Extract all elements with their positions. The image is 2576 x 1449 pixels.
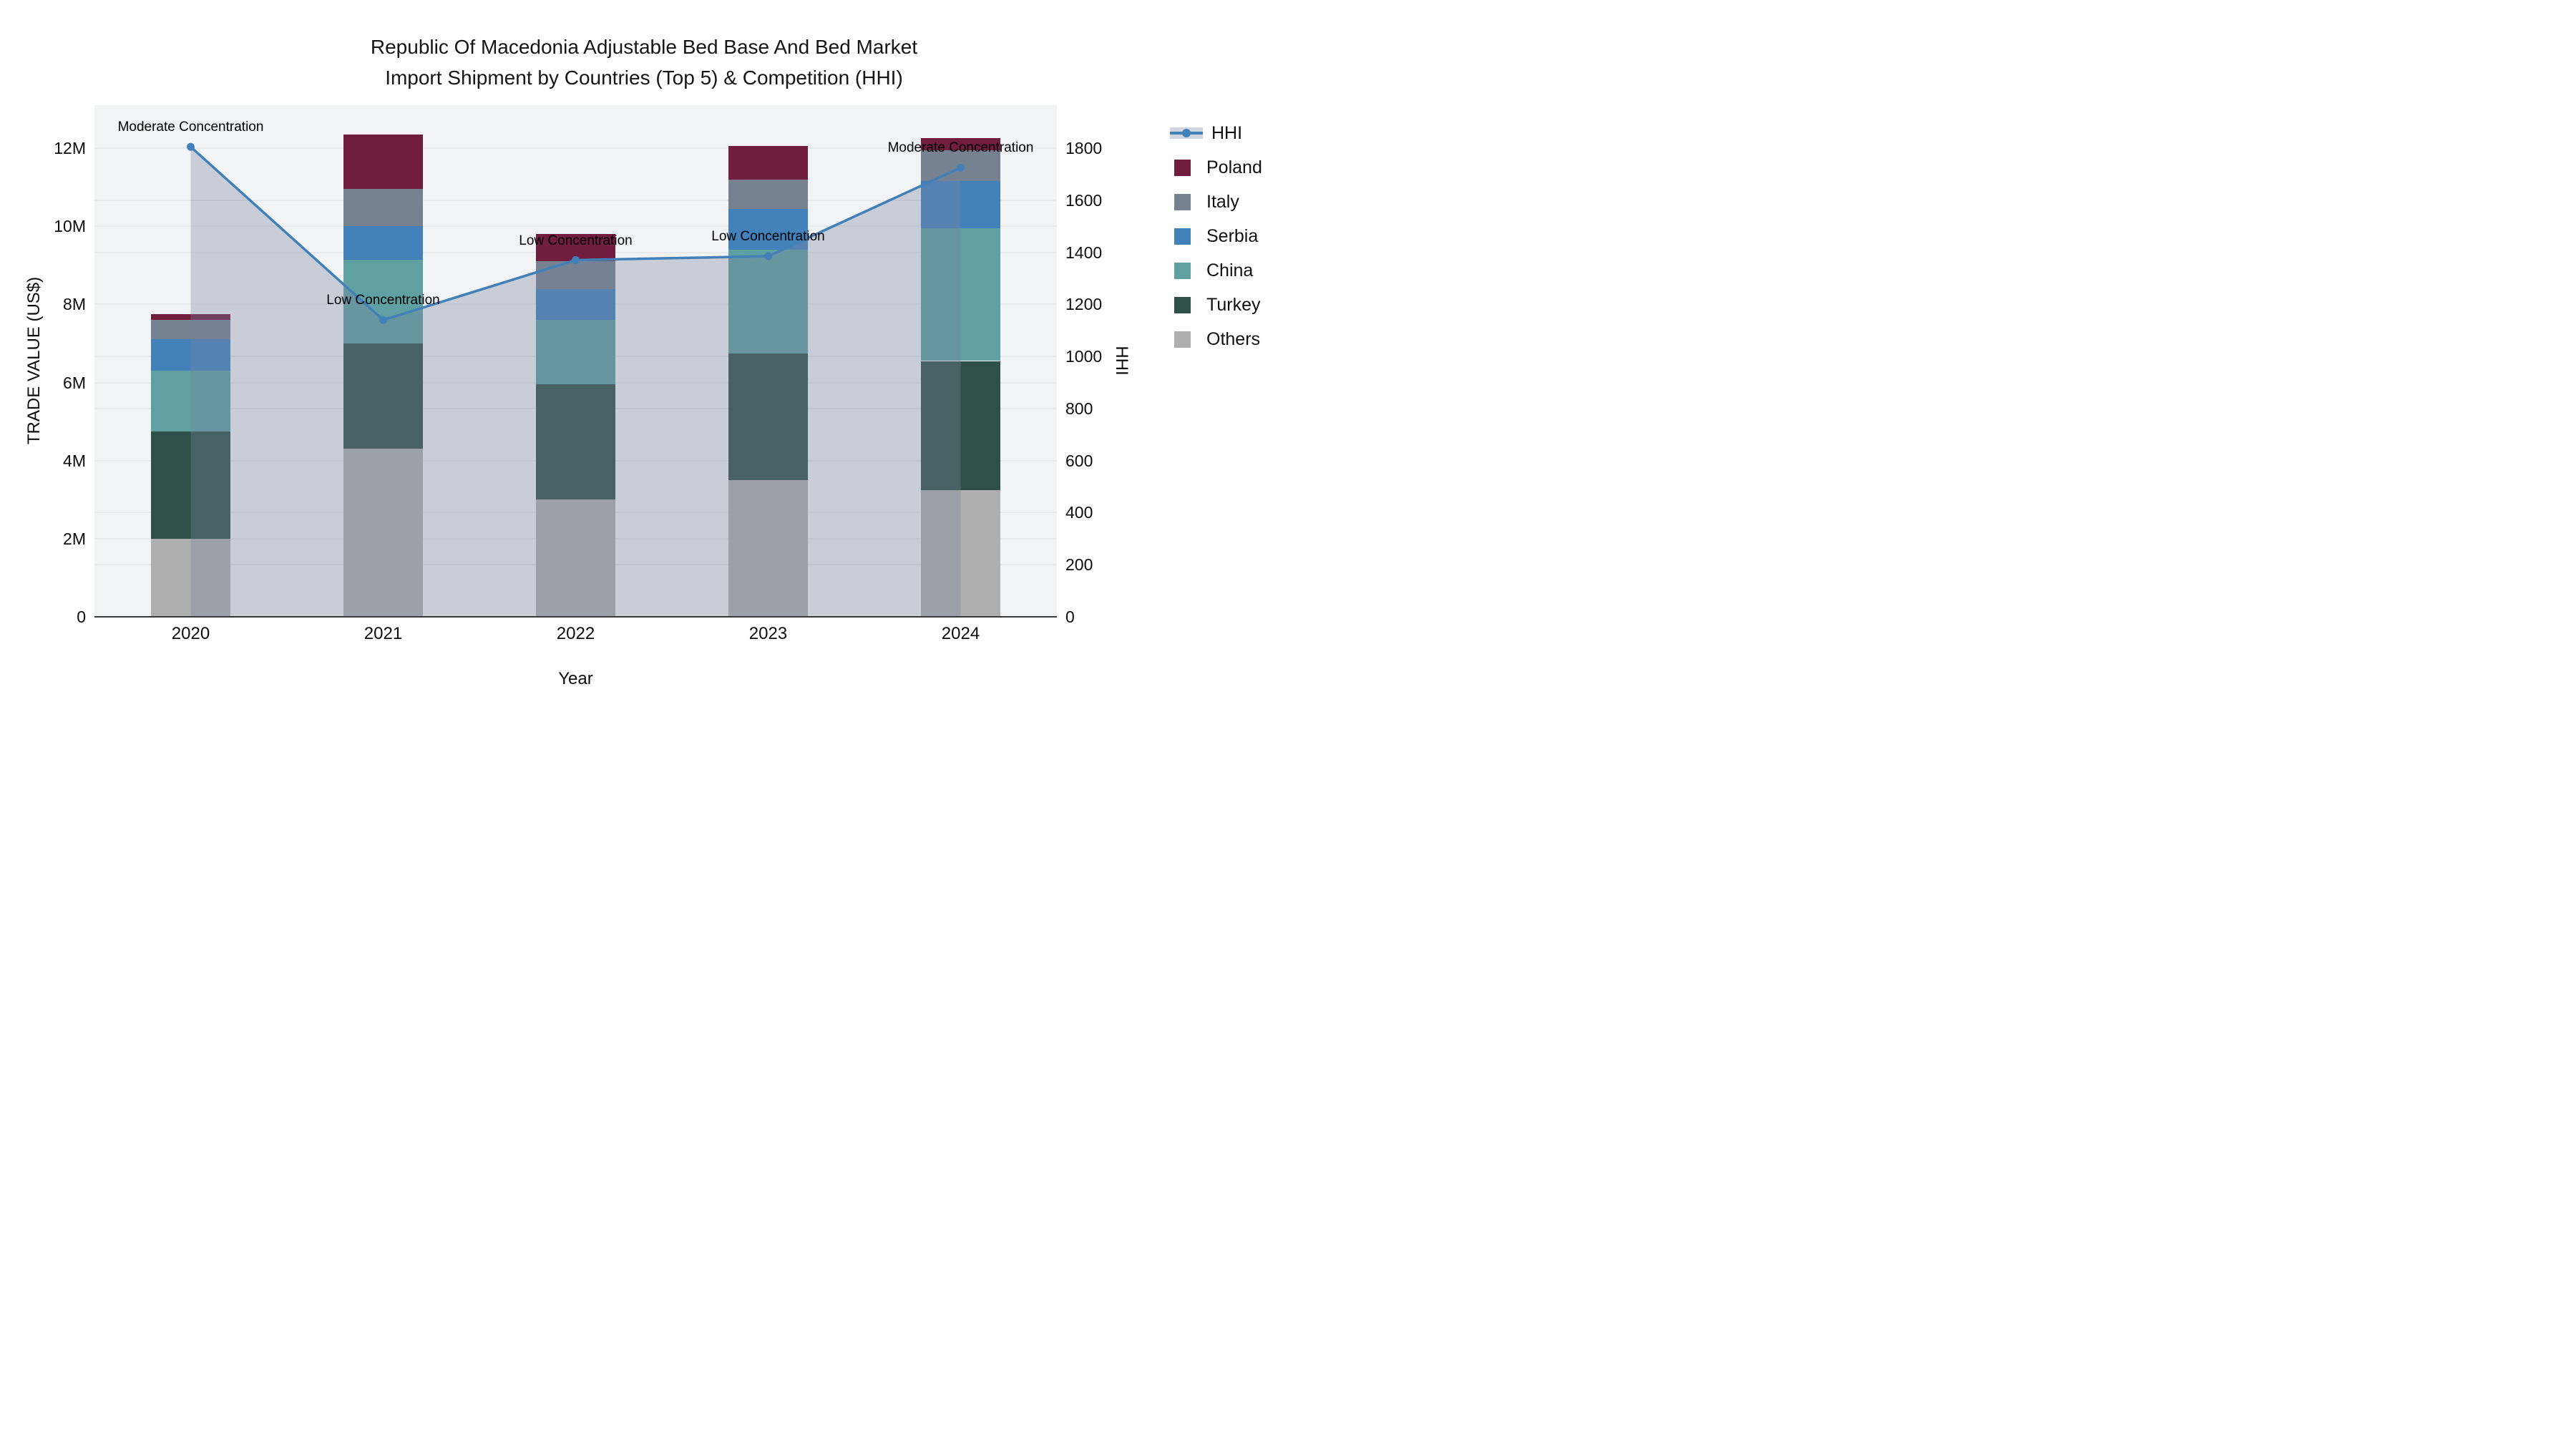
bar-segment-italy-2021 xyxy=(343,189,423,227)
y-tick-right-1200: 1200 xyxy=(1065,295,1103,314)
legend-item-italy[interactable]: Italy xyxy=(1174,185,1262,219)
bar-segment-italy-2023 xyxy=(728,179,808,209)
chart-title-line2: Import Shipment by Countries (Top 5) & C… xyxy=(385,67,903,89)
hhi-marker-2024 xyxy=(957,163,965,172)
y-tick-left-6M: 6M xyxy=(63,373,86,392)
legend-label-hhi: HHI xyxy=(1211,122,1243,143)
bar-segment-others-2023 xyxy=(728,479,808,617)
y-tick-right-600: 600 xyxy=(1065,451,1093,470)
hhi-marker-2023 xyxy=(764,252,772,260)
legend-label-serbia: Serbia xyxy=(1206,225,1259,246)
y-tick-right-800: 800 xyxy=(1065,399,1093,418)
hhi-annotation-2021: Low Concentration xyxy=(326,293,440,308)
gridline xyxy=(94,225,1057,227)
y-tick-right-1800: 1800 xyxy=(1065,139,1103,158)
x-tick-2021: 2021 xyxy=(364,624,403,643)
hhi-annotation-2024: Moderate Concentration xyxy=(887,140,1034,156)
y-tick-left-2M: 2M xyxy=(63,529,86,548)
legend-swatch-others xyxy=(1174,331,1191,348)
bar-segment-italy-2020 xyxy=(151,320,230,340)
legend: HHI Poland Italy Serbia China Turkey Others xyxy=(1170,116,1262,356)
x-tick-2020: 2020 xyxy=(171,624,210,643)
y-tick-right-200: 200 xyxy=(1065,555,1093,575)
hhi-area-fill xyxy=(190,147,961,618)
bar-segment-turkey-2022 xyxy=(536,384,615,500)
y-tick-left-10M: 10M xyxy=(54,217,86,236)
bar-segment-others-2024 xyxy=(921,489,1000,617)
bar-segment-serbia-2024 xyxy=(921,181,1000,228)
chart-figure: Republic Of Macedonia Adjustable Bed Bas… xyxy=(0,0,1288,724)
bar-segment-turkey-2024 xyxy=(921,361,1000,490)
gridline xyxy=(94,147,1057,149)
bar-segment-turkey-2020 xyxy=(151,431,230,539)
y-tick-left-4M: 4M xyxy=(63,451,86,470)
bar-segment-china-2024 xyxy=(921,228,1000,361)
legend-swatch-turkey xyxy=(1174,296,1191,313)
y-tick-right-400: 400 xyxy=(1065,503,1093,522)
legend-label-others: Others xyxy=(1206,328,1261,349)
x-tick-2022: 2022 xyxy=(556,624,595,643)
bar-segment-serbia-2022 xyxy=(536,288,615,321)
hhi-marker-2022 xyxy=(572,256,580,265)
y-tick-left-12M: 12M xyxy=(54,139,86,158)
y-tick-right-1000: 1000 xyxy=(1065,347,1103,366)
bar-segment-italy-2022 xyxy=(536,261,615,289)
legend-item-poland[interactable]: Poland xyxy=(1174,150,1262,185)
legend-swatch-china xyxy=(1174,262,1191,279)
bar-segment-poland-2020 xyxy=(151,314,230,321)
legend-swatch-poland xyxy=(1174,159,1191,176)
x-tick-2024: 2024 xyxy=(941,624,980,643)
bar-segment-others-2020 xyxy=(151,538,230,617)
bar-segment-china-2020 xyxy=(151,371,230,431)
bar-segment-china-2022 xyxy=(536,320,615,385)
bar-segment-others-2021 xyxy=(343,449,423,617)
hhi-marker-swatch xyxy=(1182,129,1191,137)
x-axis-title: Year xyxy=(558,669,593,688)
y-tick-left-8M: 8M xyxy=(63,295,86,314)
hhi-marker-2020 xyxy=(187,142,195,151)
bar-segment-china-2021 xyxy=(343,259,423,343)
chart-title-line1: Republic Of Macedonia Adjustable Bed Bas… xyxy=(370,36,918,58)
legend-label-poland: Poland xyxy=(1206,157,1262,177)
y-tick-right-1600: 1600 xyxy=(1065,190,1103,210)
bar-segment-serbia-2021 xyxy=(343,226,423,260)
hhi-line-layer xyxy=(187,142,965,618)
legend-swatch-serbia xyxy=(1174,228,1191,245)
bar-segment-poland-2021 xyxy=(343,134,423,190)
plot-area: Moderate Concentration Low Concentration L… xyxy=(94,105,1057,618)
legend-swatch-italy xyxy=(1174,193,1191,210)
bar-segment-turkey-2023 xyxy=(728,353,808,480)
bar-segment-others-2022 xyxy=(536,499,615,617)
y-tick-right-1400: 1400 xyxy=(1065,243,1103,262)
chart-title: Republic Of Macedonia Adjustable Bed Bas… xyxy=(0,31,1288,93)
legend-label-china: China xyxy=(1206,260,1254,280)
hhi-annotation-2023: Low Concentration xyxy=(711,229,825,245)
legend-item-serbia[interactable]: Serbia xyxy=(1174,219,1262,253)
gridline xyxy=(94,200,1057,201)
legend-item-hhi[interactable]: HHI xyxy=(1170,116,1262,150)
bar-segment-poland-2024 xyxy=(921,138,1000,150)
legend-item-turkey[interactable]: Turkey xyxy=(1174,288,1262,322)
legend-label-italy: Italy xyxy=(1206,191,1239,212)
y-tick-left-0: 0 xyxy=(77,608,86,626)
hhi-marker-2021 xyxy=(379,316,387,324)
hhi-annotation-2022: Low Concentration xyxy=(519,233,633,248)
bar-segment-poland-2023 xyxy=(728,146,808,180)
hhi-annotation-2020: Moderate Concentration xyxy=(117,119,264,135)
legend-swatch-hhi xyxy=(1170,127,1203,139)
bar-segment-serbia-2020 xyxy=(151,339,230,371)
bar-segment-turkey-2021 xyxy=(343,343,423,449)
bar-segment-china-2023 xyxy=(728,249,808,353)
legend-item-others[interactable]: Others xyxy=(1174,322,1262,356)
y-tick-right-0: 0 xyxy=(1065,608,1075,626)
legend-item-china[interactable]: China xyxy=(1174,253,1262,288)
legend-label-turkey: Turkey xyxy=(1206,294,1261,315)
x-tick-2023: 2023 xyxy=(748,624,788,643)
x-axis-line xyxy=(94,616,1057,618)
